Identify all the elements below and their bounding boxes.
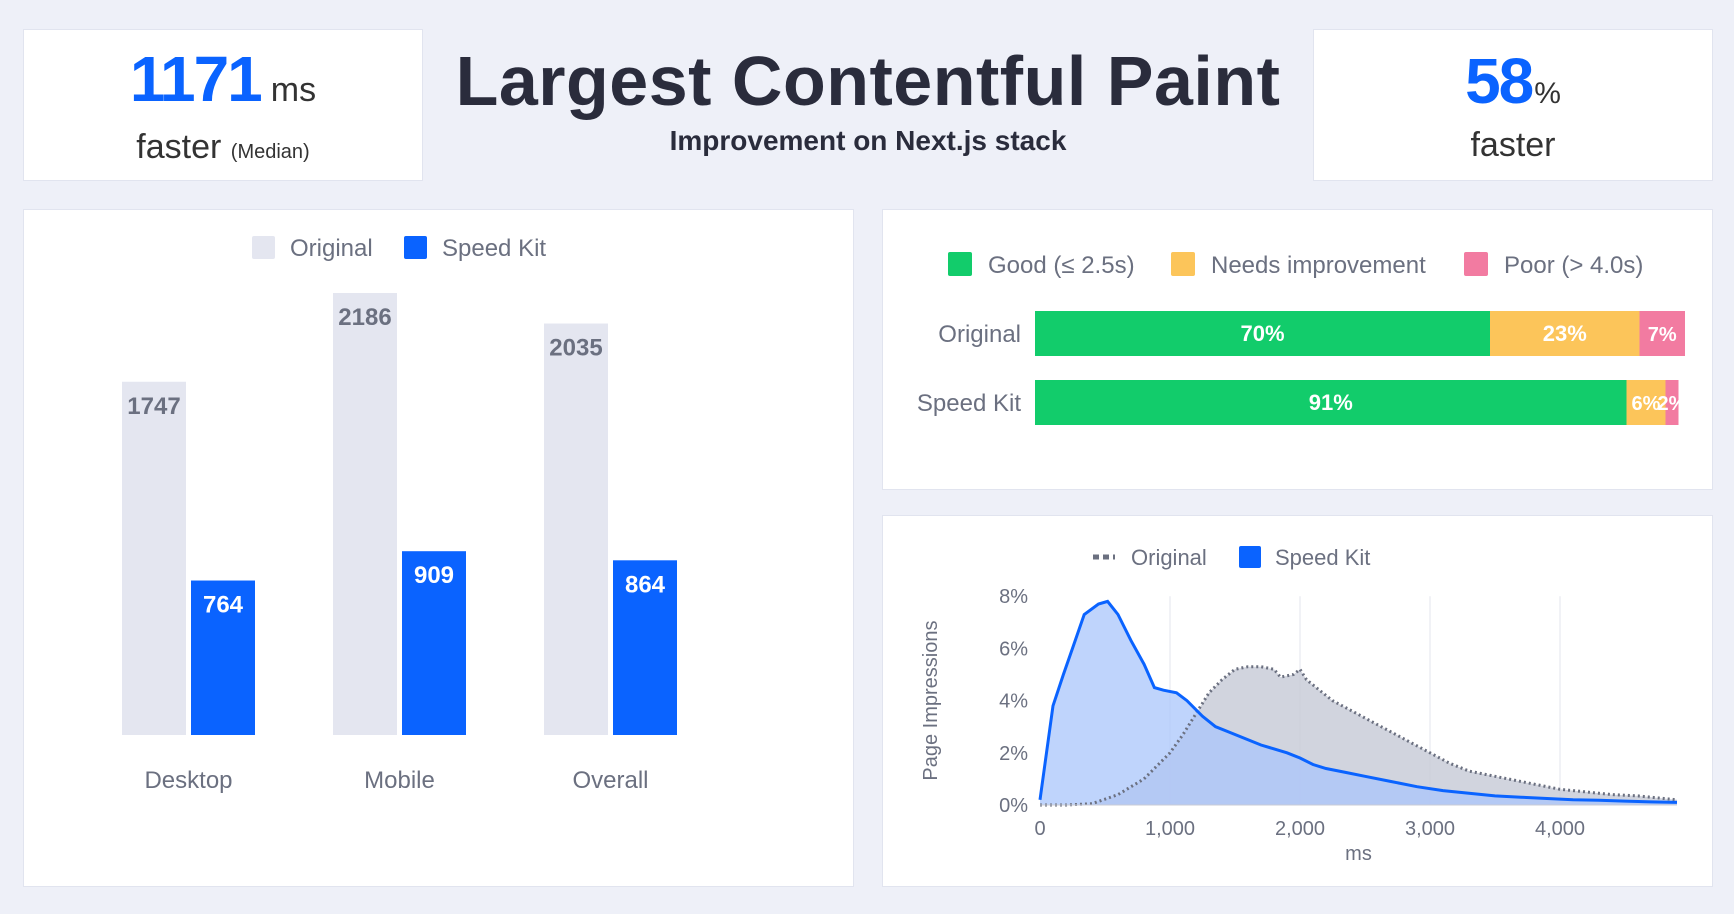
line-speedkit bbox=[1038, 599, 1678, 804]
bar-value-label: 909 bbox=[414, 562, 454, 589]
bar-value-label: 1747 bbox=[127, 393, 180, 420]
legend-swatch-original bbox=[252, 236, 275, 259]
segment-label: 91% bbox=[1309, 390, 1353, 415]
bar-mobile-speedkit bbox=[402, 551, 466, 735]
kpi-percent-label: faster bbox=[1470, 126, 1556, 164]
legend-label: Good (≤ 2.5s) bbox=[988, 252, 1135, 279]
x-tick-label: 0 bbox=[1034, 818, 1045, 840]
segment-label: 6% bbox=[1632, 393, 1661, 415]
line-original bbox=[1040, 665, 1678, 807]
area-speedkit bbox=[1040, 601, 1677, 805]
segment-label: 2% bbox=[1658, 393, 1687, 415]
stack-segment bbox=[1035, 311, 1490, 356]
bar-overall-original bbox=[544, 323, 608, 735]
bar-chart: Original Speed Kit 1747 764 Desktop 2186 909 Mo… bbox=[122, 235, 677, 794]
stack-segment bbox=[1035, 380, 1627, 425]
legend-swatch-speedkit bbox=[404, 236, 427, 259]
stack-segment bbox=[1665, 380, 1679, 425]
row-label: Original bbox=[938, 321, 1021, 348]
y-tick-label: 0% bbox=[999, 795, 1028, 817]
page-subtitle: Improvement on Next.js stack bbox=[669, 125, 1067, 156]
bar-desktop-original bbox=[122, 381, 186, 735]
legend-label: Original bbox=[1131, 545, 1207, 570]
stack-segment bbox=[1626, 380, 1666, 425]
stacked-chart-card: Good (≤ 2.5s) Needs improvement Poor (> 4.… bbox=[882, 209, 1713, 490]
kpi-median-label: faster bbox=[136, 128, 222, 166]
y-axis-label: Page Impressions bbox=[920, 621, 942, 781]
legend-swatch-speedkit bbox=[1239, 546, 1261, 568]
y-tick-label: 4% bbox=[999, 691, 1028, 713]
page-title: Largest Contentful Paint bbox=[455, 42, 1281, 120]
x-tick-label: 3,000 bbox=[1405, 818, 1455, 840]
legend-label: Poor (> 4.0s) bbox=[1504, 252, 1643, 279]
kpi-median-label-row: faster (Median) bbox=[24, 128, 422, 167]
legend-swatch bbox=[1171, 252, 1195, 276]
legend-label: Speed Kit bbox=[1275, 545, 1370, 570]
kpi-percent-value: 58 bbox=[1465, 45, 1534, 117]
stacked-bar-chart: Good (≤ 2.5s) Needs improvement Poor (> 4.… bbox=[917, 252, 1687, 425]
segment-label: 7% bbox=[1648, 324, 1677, 346]
category-label: Desktop bbox=[144, 767, 232, 794]
kpi-card-median: 1171 ms faster (Median) bbox=[23, 29, 423, 181]
stack-segment bbox=[1639, 311, 1685, 356]
bar-value-label: 2186 bbox=[338, 304, 391, 331]
x-tick-label: 1,000 bbox=[1145, 818, 1195, 840]
legend-label: Original bbox=[290, 235, 373, 262]
kpi-median-note: (Median) bbox=[230, 141, 310, 163]
segment-label: 23% bbox=[1543, 321, 1587, 346]
legend-label: Needs improvement bbox=[1211, 252, 1426, 279]
bar-desktop-speedkit bbox=[191, 580, 255, 735]
y-tick-label: 8% bbox=[999, 586, 1028, 608]
kpi-card-percent: 58% faster bbox=[1313, 29, 1713, 181]
distribution-chart-card: Original Speed Kit 0 1,000 2,000 3,000 4,000 0%… bbox=[882, 515, 1713, 887]
title-block: Largest Contentful Paint Improvement on … bbox=[423, 29, 1313, 157]
segment-label: 70% bbox=[1240, 321, 1284, 346]
stack-segment bbox=[1490, 311, 1640, 356]
kpi-percent-unit: % bbox=[1534, 77, 1561, 110]
bar-mobile-original bbox=[333, 293, 397, 735]
bar-value-label: 2035 bbox=[549, 335, 602, 362]
kpi-value-row: 1171 ms bbox=[24, 42, 422, 116]
kpi-median-value: 1171 bbox=[129, 43, 263, 115]
bar-value-label: 764 bbox=[203, 592, 244, 619]
bar-chart-card: Original Speed Kit 1747 764 Desktop 2186 909 Mo… bbox=[23, 209, 854, 887]
bar-overall-speedkit bbox=[613, 560, 677, 735]
x-axis-label: ms bbox=[1345, 843, 1372, 865]
row-label: Speed Kit bbox=[917, 390, 1021, 417]
bar-value-label: 864 bbox=[625, 571, 666, 598]
legend-label: Speed Kit bbox=[442, 235, 546, 262]
category-label: Mobile bbox=[364, 767, 435, 794]
legend-swatch bbox=[948, 252, 972, 276]
category-label: Overall bbox=[572, 767, 648, 794]
x-tick-label: 2,000 bbox=[1275, 818, 1325, 840]
y-tick-label: 6% bbox=[999, 638, 1028, 660]
legend-swatch bbox=[1464, 252, 1488, 276]
distribution-chart: Original Speed Kit 0 1,000 2,000 3,000 4,000 0%… bbox=[920, 545, 1678, 865]
kpi-median-unit: ms bbox=[270, 71, 317, 109]
y-tick-label: 2% bbox=[999, 743, 1028, 765]
kpi-value-row: 58% bbox=[1314, 44, 1712, 118]
x-tick-label: 4,000 bbox=[1535, 818, 1585, 840]
